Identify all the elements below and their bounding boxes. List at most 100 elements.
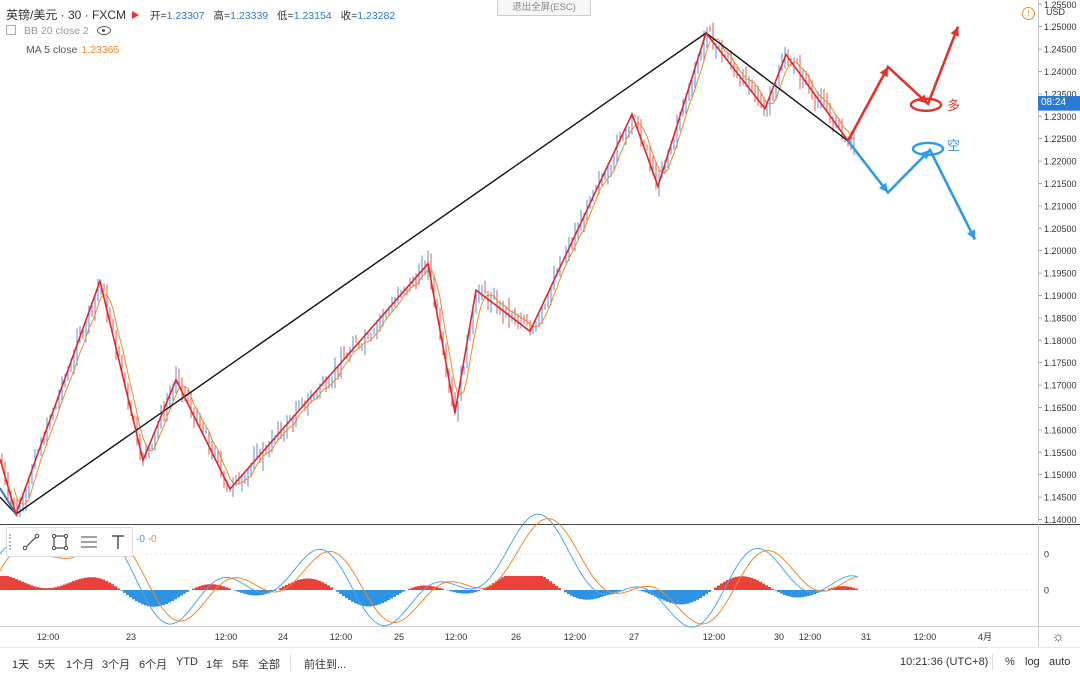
price-tick-label: 1.21000	[1044, 201, 1077, 211]
horizontal-lines-tool-icon[interactable]	[74, 528, 103, 556]
histogram-bar	[780, 590, 783, 594]
collapse-icon[interactable]	[6, 25, 16, 35]
histogram-bar	[669, 590, 672, 603]
histogram-bar	[297, 579, 300, 590]
currency-label: USD	[1046, 7, 1066, 17]
histogram-bar	[843, 586, 846, 590]
range-1y[interactable]: 1年	[206, 659, 224, 671]
histogram-bar	[495, 581, 498, 590]
histogram-bar	[756, 580, 759, 590]
histogram-bar	[15, 579, 18, 590]
histogram-bar	[252, 590, 255, 596]
rectangle-tool-icon[interactable]	[46, 528, 75, 556]
range-1m[interactable]: 1个月	[66, 659, 95, 671]
ma-indicator-legend[interactable]: MA 5 close 1.23365	[26, 44, 119, 56]
bb-label: BB 20 close 2	[24, 25, 89, 37]
histogram-bar	[309, 578, 312, 590]
histogram-bar	[810, 590, 813, 596]
histogram-bar	[135, 590, 138, 602]
histogram-bar	[288, 583, 291, 590]
histogram-bar	[573, 590, 576, 598]
range-1d[interactable]: 1天	[12, 659, 30, 671]
osc-tick-label: 0	[1044, 586, 1049, 596]
histogram-bar	[279, 588, 282, 590]
histogram-bar	[63, 584, 66, 590]
histogram-bar	[588, 590, 591, 600]
histogram-bar	[462, 590, 465, 594]
settings-gear-icon[interactable]: ☼	[1052, 628, 1065, 644]
goto-button[interactable]: 前往到...	[304, 659, 347, 671]
histogram-bar	[603, 590, 606, 597]
range-5y[interactable]: 5年	[232, 659, 250, 671]
histogram-bar	[762, 583, 765, 590]
time-tick-label: 30	[774, 632, 784, 642]
histogram-bar	[453, 590, 456, 593]
histogram-bar	[39, 587, 42, 590]
histogram-bar	[321, 582, 324, 590]
price-tick-label: 1.25500	[1044, 0, 1077, 10]
histogram-bar	[234, 590, 237, 591]
close-label: 收=	[340, 10, 358, 22]
exit-fullscreen-button[interactable]: 退出全屏(ESC)	[497, 0, 591, 16]
log-toggle[interactable]: log	[1025, 656, 1040, 668]
histogram-bar	[459, 590, 462, 594]
price-tick-label: 1.20500	[1044, 224, 1077, 234]
histogram-bar	[393, 590, 396, 597]
range-all[interactable]: 全部	[258, 659, 280, 671]
histogram-bar	[606, 590, 609, 595]
histogram-bar	[411, 587, 414, 590]
drawing-toolbar	[6, 527, 133, 557]
histogram-bar	[177, 590, 180, 598]
histogram-bar	[228, 588, 231, 590]
histogram-bar	[549, 581, 552, 590]
price-tick-label: 1.22500	[1044, 134, 1077, 144]
percent-toggle[interactable]: %	[1005, 656, 1015, 668]
alert-icon[interactable]: !	[1022, 7, 1035, 20]
histogram-bar	[585, 590, 588, 600]
symbol-title[interactable]: 英镑/美元 · 30 · FXCM	[6, 6, 144, 23]
histogram-bar	[450, 590, 453, 592]
start-segment	[0, 487, 17, 515]
histogram-bar	[75, 580, 78, 590]
histogram-bar	[249, 590, 252, 596]
histogram-bar	[729, 578, 732, 590]
range-6m[interactable]: 6个月	[139, 659, 168, 671]
histogram-bar	[420, 585, 423, 590]
histogram-bar	[699, 590, 702, 599]
long-target-ellipse	[909, 97, 943, 112]
time-tick-label: 25	[394, 632, 404, 642]
price-tick-label: 1.19500	[1044, 269, 1077, 279]
histogram-bar	[687, 590, 690, 604]
drag-handle[interactable]	[9, 534, 17, 550]
high-label: 高=	[213, 10, 231, 22]
trend-line-tool-icon[interactable]	[17, 528, 46, 556]
histogram-bar	[744, 576, 747, 590]
histogram-bar	[708, 590, 711, 592]
histogram-bar	[396, 590, 399, 596]
histogram-bar	[180, 590, 183, 596]
price-tick-label: 1.24000	[1044, 67, 1077, 77]
histogram-bar	[429, 585, 432, 590]
histogram-bar	[102, 579, 105, 590]
price-tick-label: 1.21500	[1044, 179, 1077, 189]
histogram-bar	[765, 585, 768, 590]
price-tick-label: 1.18000	[1044, 336, 1077, 346]
histogram-bar	[42, 588, 45, 590]
auto-toggle[interactable]: auto	[1049, 656, 1071, 668]
histogram-bar	[195, 587, 198, 590]
histogram-bar	[174, 590, 177, 600]
range-ytd[interactable]: YTD	[176, 656, 198, 668]
bb-indicator-legend[interactable]: BB 20 close 2	[6, 25, 111, 37]
range-5d[interactable]: 5天	[38, 659, 56, 671]
range-3m[interactable]: 3个月	[102, 659, 131, 671]
clock-readout[interactable]: 10:21:36 (UTC+8)	[900, 656, 989, 668]
eye-icon[interactable]	[96, 26, 111, 35]
histogram-bar	[171, 590, 174, 602]
histogram-bar	[504, 576, 507, 590]
price-tick-label: 1.17000	[1044, 381, 1077, 391]
histogram-bar	[660, 590, 663, 600]
price-tick-label: 1.17500	[1044, 358, 1077, 368]
text-tool-icon[interactable]	[103, 528, 132, 556]
histogram-bar	[3, 576, 6, 590]
